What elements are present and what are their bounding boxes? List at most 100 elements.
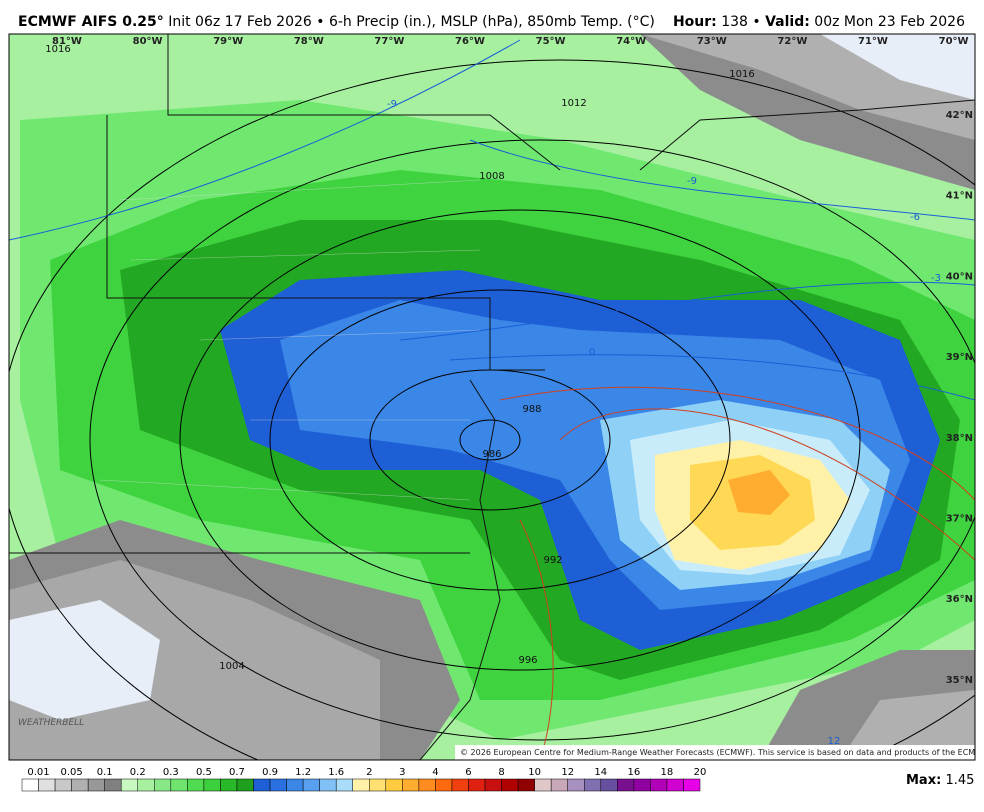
- isobar-label: 996: [518, 655, 537, 666]
- colorbar-swatch: [418, 778, 436, 792]
- colorbar-swatch: [54, 778, 72, 792]
- latitude-label: 40°N: [946, 271, 973, 282]
- description: Init 06z 17 Feb 2026 • 6-h Precip (in.),…: [168, 14, 655, 30]
- colorbar-swatch: [335, 778, 353, 792]
- colorbar-label: 0.5: [196, 767, 212, 778]
- header-right: Hour: 138 • Valid: 00z Mon 23 Feb 2026: [673, 14, 965, 30]
- colorbar-label: 12: [561, 767, 574, 778]
- latitude-label: 39°N: [946, 352, 973, 363]
- colorbar-label: 14: [594, 767, 607, 778]
- borders: [9, 34, 975, 760]
- max: Max: 1.45: [906, 773, 974, 788]
- isobar-label: 988: [522, 404, 541, 415]
- colorbar-swatch: [236, 778, 254, 792]
- latitude-label: 35°N: [946, 675, 973, 686]
- colorbar-swatch: [633, 778, 651, 792]
- colorbar-label: 8: [498, 767, 504, 778]
- longitude-label: 80°W: [133, 36, 163, 47]
- colorbar-label: 6: [465, 767, 471, 778]
- isobar-label: 986: [482, 449, 501, 460]
- colorbar-swatch: [87, 778, 105, 792]
- colorbar-label: 1.6: [328, 767, 344, 778]
- longitude-label: 70°W: [939, 36, 969, 47]
- colorbar-swatch: [550, 778, 568, 792]
- colorbar-swatch: [666, 778, 684, 792]
- colorbar-label: 0.9: [262, 767, 278, 778]
- colorbar-swatch: [583, 778, 602, 792]
- colorbar-swatch: [302, 778, 320, 792]
- colorbar-swatch: [71, 778, 89, 792]
- colorbar-swatch: [534, 778, 552, 792]
- longitude-label: 71°W: [858, 36, 888, 47]
- temperature-label: 0: [589, 347, 595, 358]
- max-value: 1.45: [945, 773, 974, 788]
- valid-label: Valid:: [765, 14, 810, 30]
- colorbar-swatch: [286, 778, 304, 792]
- header-left: ECMWF AIFS 0.25° Init 06z 17 Feb 2026 • …: [18, 14, 655, 30]
- colorbar-swatch: [269, 778, 287, 792]
- colorbar-swatch: [38, 778, 56, 792]
- colorbar-label: 0.05: [60, 767, 82, 778]
- colorbar-swatch: [435, 778, 453, 792]
- colorbar-swatch: [154, 778, 172, 792]
- hour: 138 •: [721, 14, 760, 30]
- colorbar-swatch: [170, 778, 188, 792]
- map: WEATHERBELL © 2026 European Centre for M…: [9, 34, 975, 760]
- colorbar-swatch: [517, 778, 535, 792]
- longitude-label: 81°W: [52, 36, 82, 47]
- colorbar-swatch: [253, 778, 271, 792]
- colorbar-label: 0.2: [130, 767, 146, 778]
- isobar-label: 1008: [479, 171, 504, 182]
- colorbar-swatch: [501, 778, 519, 792]
- max-label: Max:: [906, 773, 941, 788]
- colorbar-label: 1.2: [295, 767, 311, 778]
- longitude-label: 76°W: [455, 36, 485, 47]
- colorbar-swatch: [369, 778, 387, 792]
- longitude-label: 78°W: [294, 36, 324, 47]
- isotherms: [9, 39, 975, 401]
- latitude-label: 42°N: [946, 110, 973, 121]
- map-frame: [8, 33, 976, 761]
- temperature-label: -9: [687, 176, 697, 187]
- colorbar-label: 16: [627, 767, 640, 778]
- colorbar-swatch: [319, 778, 337, 792]
- county-lines: [99, 179, 481, 501]
- colorbar-swatch: [683, 778, 701, 792]
- colorbar-swatch: [468, 778, 486, 792]
- logo: WEATHERBELL: [18, 718, 84, 728]
- longitude-label: 74°W: [616, 36, 646, 47]
- colorbar-label: 4: [432, 767, 438, 778]
- isobar-label: 1016: [45, 44, 70, 55]
- isobar-label: 1012: [561, 98, 586, 109]
- isobar-label: 992: [543, 555, 562, 566]
- colorbar-swatch: [137, 778, 155, 792]
- longitude-label: 72°W: [777, 36, 807, 47]
- colorbar-swatch: [352, 778, 370, 792]
- hour-label: Hour:: [673, 14, 717, 30]
- colorbar-label: 20: [694, 767, 707, 778]
- colorbar-swatch: [402, 778, 420, 792]
- colorbar-label: 10: [528, 767, 541, 778]
- longitude-label: 77°W: [374, 36, 404, 47]
- colorbar-label: 0.01: [27, 767, 49, 778]
- temperature-label: 12: [828, 736, 841, 747]
- colorbar-label: 0.1: [97, 767, 113, 778]
- colorbar-swatch: [484, 778, 502, 792]
- temperature-label: -9: [387, 99, 397, 110]
- latitude-label: 41°N: [946, 191, 973, 202]
- colorbar-label: 0.7: [229, 767, 245, 778]
- colorbar-swatch: [617, 778, 635, 792]
- colorbar-swatch: [187, 778, 205, 792]
- latitude-label: 36°N: [946, 594, 973, 605]
- latitude-label: 37°N: [946, 514, 973, 525]
- colorbar-swatch: [650, 778, 668, 792]
- valid: 00z Mon 23 Feb 2026: [814, 14, 965, 30]
- longitude-label: 79°W: [213, 36, 243, 47]
- colorbar-label: 18: [661, 767, 674, 778]
- colorbar-swatch: [21, 778, 39, 792]
- model: ECMWF AIFS 0.25°: [18, 14, 164, 30]
- map-labels: 81°W 80°W 79°W 78°W 77°W 76°W 75°W 74°W 73°W 72°W…: [45, 36, 973, 747]
- colorbar-label: 2: [366, 767, 372, 778]
- longitude-label: 75°W: [536, 36, 566, 47]
